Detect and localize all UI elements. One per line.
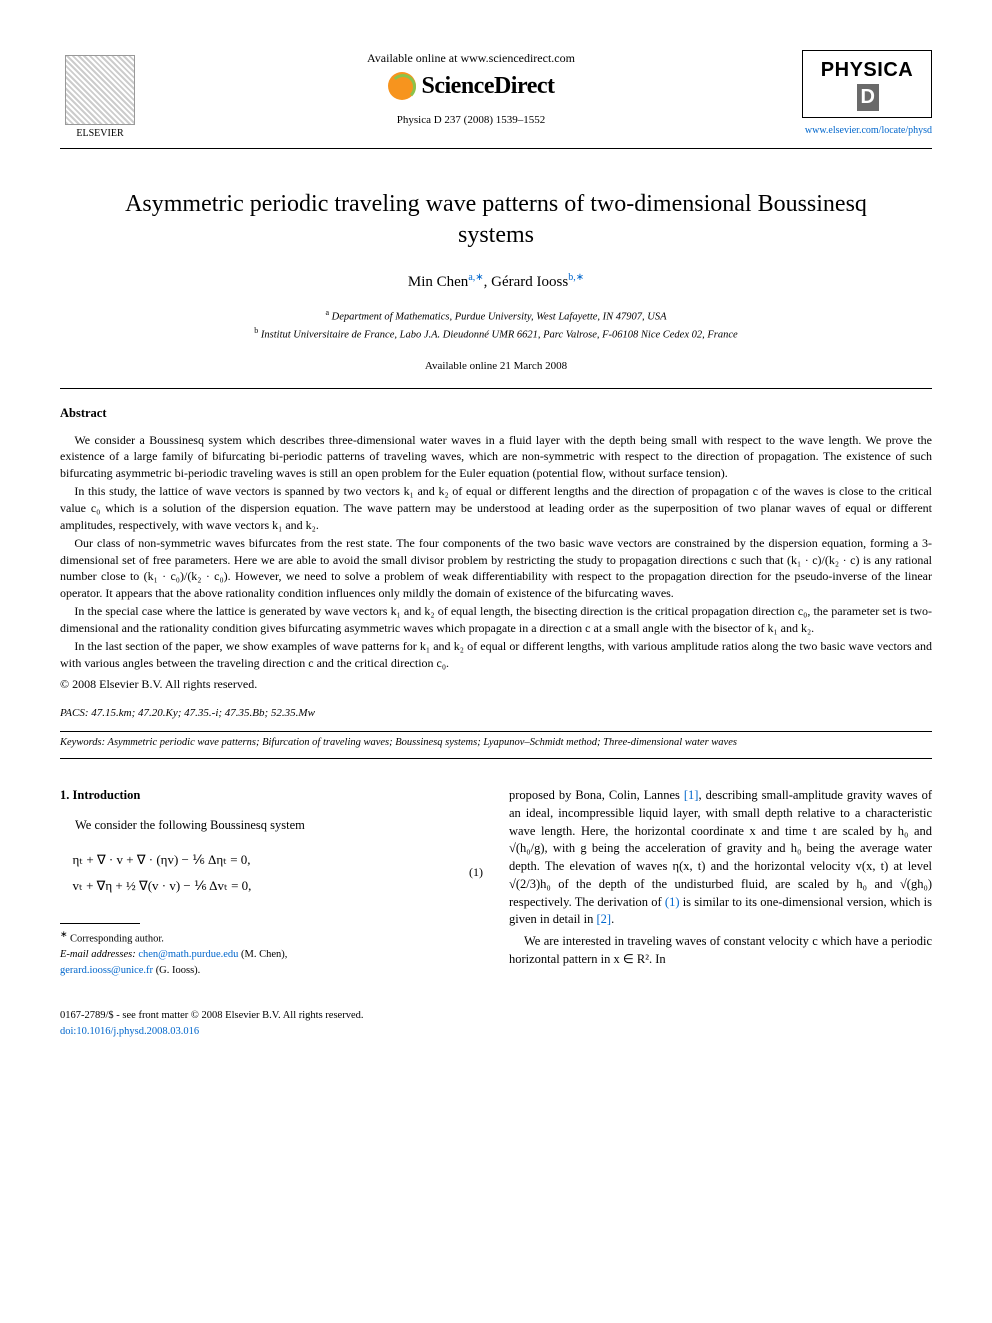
email-1-link[interactable]: chen@math.purdue.edu [138, 949, 238, 960]
center-header: Available online at www.sciencedirect.co… [140, 50, 802, 127]
corr-label: Corresponding author. [70, 933, 164, 944]
keywords-line: Keywords: Asymmetric periodic wave patte… [60, 736, 932, 750]
author-2: Gérard Iooss [491, 274, 568, 290]
available-online-text: Available online at www.sciencedirect.co… [160, 50, 782, 66]
email-1-who: (M. Chen), [241, 949, 287, 960]
cite-ref-1[interactable]: [1] [684, 788, 699, 802]
page-header: ELSEVIER Available online at www.science… [60, 50, 932, 140]
abstract-p3: Our class of non-symmetric waves bifurca… [60, 535, 932, 601]
right-header-block: PHYSICA D www.elsevier.com/locate/physd [802, 50, 932, 138]
journal-url-anchor[interactable]: www.elsevier.com/locate/physd [805, 125, 932, 136]
pacs-line: PACS: 47.15.km; 47.20.Ky; 47.35.-i; 47.3… [60, 706, 932, 721]
equation-1-body: ηₜ + ∇ · v + ∇ · (ηv) − ⅙ Δηₜ = 0, vₜ + … [73, 847, 252, 899]
author-2-affil-link[interactable]: b,∗ [568, 272, 584, 283]
doi-link[interactable]: doi:10.1016/j.physd.2008.03.016 [60, 1026, 199, 1037]
doi-label: doi: [60, 1026, 76, 1037]
physica-d-badge: D [857, 84, 880, 111]
affil-b-text: Institut Universitaire de France, Labo J… [261, 329, 738, 340]
email-2-link[interactable]: gerard.iooss@unice.fr [60, 965, 153, 976]
footnote-rule [60, 923, 140, 924]
col2-p1a: proposed by Bona, Colin, Lannes [509, 788, 684, 802]
doi-value: 10.1016/j.physd.2008.03.016 [76, 1026, 199, 1037]
author-1: Min Chen [408, 274, 468, 290]
equation-1-line-1: ηₜ + ∇ · v + ∇ · (ηv) − ⅙ Δηₜ = 0, [73, 847, 252, 873]
affiliations: a Department of Mathematics, Purdue Univ… [60, 307, 932, 344]
affiliation-b: b Institut Universitaire de France, Labo… [60, 325, 932, 343]
abstract-p1: We consider a Boussinesq system which de… [60, 432, 932, 482]
affil-a-sup: a [325, 308, 329, 317]
post-pacs-rule [60, 731, 932, 732]
elsevier-logo: ELSEVIER [60, 50, 140, 140]
email-label: E-mail addresses: [60, 949, 136, 960]
journal-reference: Physica D 237 (2008) 1539–1552 [160, 113, 782, 128]
corr-marker: ∗ [60, 929, 67, 939]
abstract-copyright: © 2008 Elsevier B.V. All rights reserved… [60, 676, 932, 693]
post-keywords-rule [60, 758, 932, 759]
email-addresses: E-mail addresses: chen@math.purdue.edu (… [60, 947, 483, 979]
pre-abstract-rule [60, 388, 932, 389]
doi-line: doi:10.1016/j.physd.2008.03.016 [60, 1024, 932, 1040]
equation-1-line-2: vₜ + ∇η + ½ ∇(v · v) − ⅙ Δvₜ = 0, [73, 873, 252, 899]
equation-1: ηₜ + ∇ · v + ∇ · (ηv) − ⅙ Δηₜ = 0, vₜ + … [73, 847, 484, 899]
sciencedirect-logo: ScienceDirect [160, 70, 782, 102]
keywords-text: Asymmetric periodic wave patterns; Bifur… [108, 737, 737, 748]
pacs-label: PACS: [60, 707, 89, 719]
abstract-p2: In this study, the lattice of wave vecto… [60, 483, 932, 533]
elsevier-label: ELSEVIER [76, 127, 123, 141]
footnotes: ∗ Corresponding author. E-mail addresses… [60, 928, 483, 979]
abstract-section: Abstract We consider a Boussinesq system… [60, 405, 932, 692]
abstract-p5: In the last section of the paper, we sho… [60, 638, 932, 671]
header-rule [60, 148, 932, 149]
section-1-heading: 1. Introduction [60, 787, 483, 805]
equation-1-number: (1) [469, 864, 483, 881]
elsevier-tree-icon [65, 55, 135, 125]
col2-p1: proposed by Bona, Colin, Lannes [1], des… [509, 787, 932, 929]
col2-p1b: , describing small-amplitude gravity wav… [509, 788, 932, 909]
affiliation-a: a Department of Mathematics, Purdue Univ… [60, 307, 932, 325]
corresponding-author-note: ∗ Corresponding author. [60, 928, 483, 947]
keywords-label: Keywords: [60, 737, 105, 748]
body-columns: 1. Introduction We consider the followin… [60, 787, 932, 978]
sciencedirect-text: ScienceDirect [422, 70, 555, 102]
pacs-codes: 47.15.km; 47.20.Ky; 47.35.-i; 47.35.Bb; … [91, 707, 315, 719]
publication-date: Available online 21 March 2008 [60, 359, 932, 374]
physica-label: PHYSICA [821, 59, 913, 81]
affil-a-text: Department of Mathematics, Purdue Univer… [332, 311, 667, 322]
cite-ref-2[interactable]: [2] [596, 912, 611, 926]
authors-line: Min Chena,∗, Gérard Ioossb,∗ [60, 271, 932, 292]
abstract-heading: Abstract [60, 405, 932, 422]
right-column: proposed by Bona, Colin, Lannes [1], des… [509, 787, 932, 978]
col2-p1d: . [611, 912, 614, 926]
front-matter-line: 0167-2789/$ - see front matter © 2008 El… [60, 1008, 932, 1024]
left-column: 1. Introduction We consider the followin… [60, 787, 483, 978]
journal-url-link[interactable]: www.elsevier.com/locate/physd [802, 124, 932, 138]
cite-eq-1[interactable]: (1) [665, 895, 680, 909]
email-2-who: (G. Iooss). [156, 965, 201, 976]
front-matter: 0167-2789/$ - see front matter © 2008 El… [60, 1008, 932, 1040]
abstract-p4: In the special case where the lattice is… [60, 603, 932, 636]
affil-b-sup: b [254, 326, 258, 335]
author-1-affil-link[interactable]: a,∗ [468, 272, 483, 283]
article-title: Asymmetric periodic traveling wave patte… [100, 189, 892, 251]
physica-logo-box: PHYSICA D [802, 50, 932, 118]
col2-p2: We are interested in traveling waves of … [509, 933, 932, 969]
intro-p1: We consider the following Boussinesq sys… [60, 817, 483, 835]
sciencedirect-swirl-icon [388, 72, 416, 100]
